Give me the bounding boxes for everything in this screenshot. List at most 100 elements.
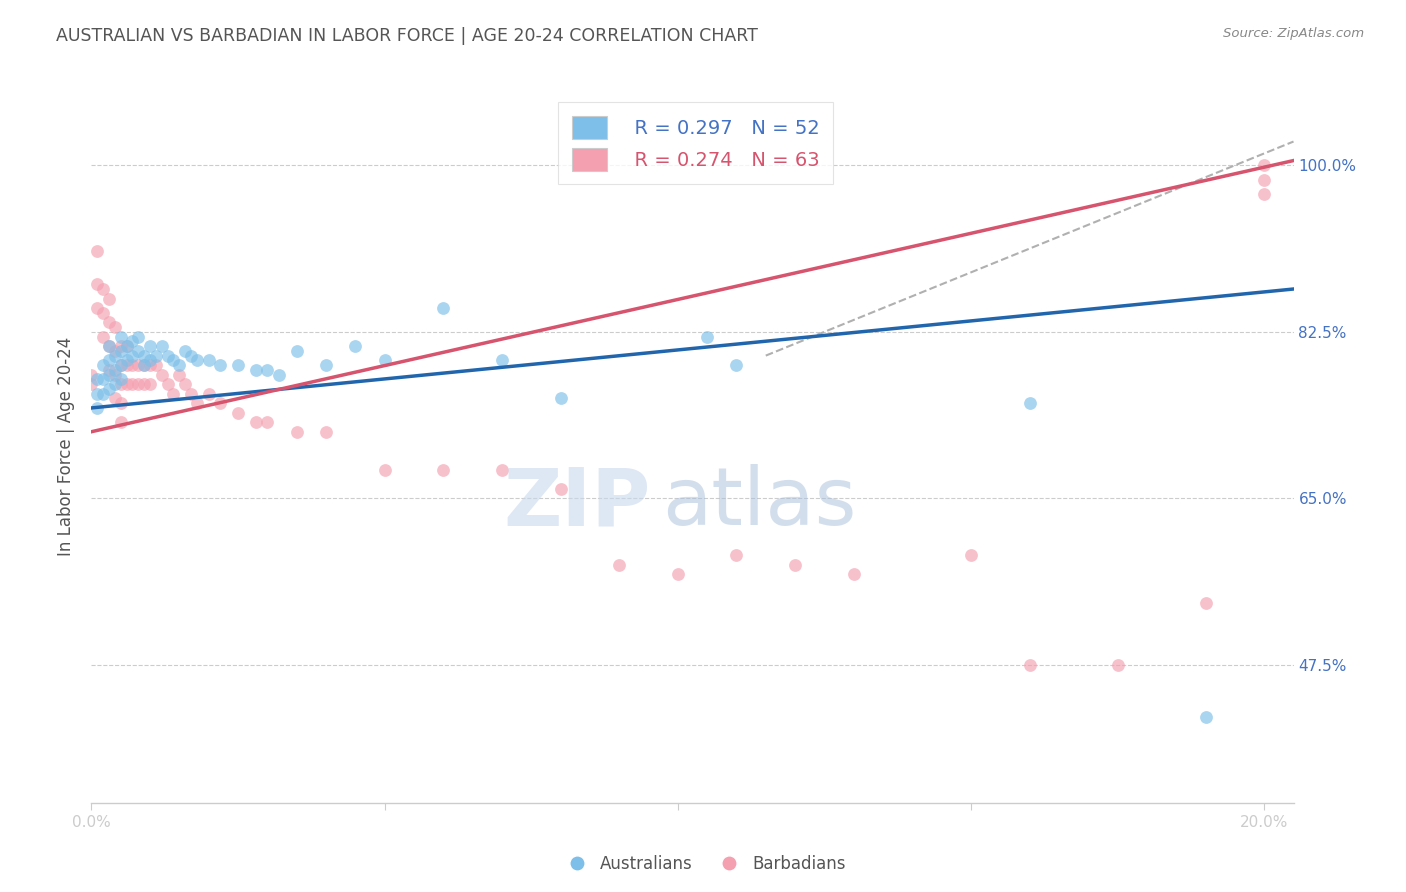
Point: [86, 386, 108, 401]
Point: [1018, 657, 1040, 672]
Point: [121, 358, 143, 372]
Point: [139, 358, 162, 372]
Point: [98, 339, 121, 353]
Point: [86, 301, 108, 315]
Legend:   R = 0.297   N = 52,   R = 0.274   N = 63: R = 0.297 N = 52, R = 0.274 N = 63: [558, 103, 834, 185]
Point: [180, 349, 202, 363]
Point: [432, 301, 454, 315]
Text: AUSTRALIAN VS BARBADIAN IN LABOR FORCE | AGE 20-24 CORRELATION CHART: AUSTRALIAN VS BARBADIAN IN LABOR FORCE |…: [56, 27, 758, 45]
Point: [98, 292, 121, 306]
Point: [150, 368, 173, 382]
Point: [315, 425, 337, 439]
Point: [169, 368, 191, 382]
Point: [139, 339, 162, 353]
Point: [134, 358, 156, 372]
Point: [110, 358, 132, 372]
Point: [104, 368, 127, 382]
Point: [491, 353, 513, 368]
Point: [110, 339, 132, 353]
Point: [725, 549, 748, 563]
Point: [725, 358, 748, 372]
Point: [285, 425, 308, 439]
Point: [104, 349, 127, 363]
Point: [91, 358, 114, 372]
Point: [267, 368, 290, 382]
Point: [245, 363, 267, 377]
Point: [245, 415, 267, 429]
Point: [374, 353, 396, 368]
Point: [110, 396, 132, 410]
Text: atlas: atlas: [662, 464, 856, 542]
Point: [86, 401, 108, 415]
Point: [1194, 710, 1216, 724]
Point: [110, 358, 132, 372]
Point: [91, 329, 114, 343]
Point: [169, 358, 191, 372]
Point: [134, 358, 156, 372]
Point: [432, 463, 454, 477]
Point: [139, 353, 162, 368]
Point: [256, 415, 278, 429]
Point: [80, 377, 103, 392]
Point: [115, 377, 138, 392]
Point: [226, 406, 249, 420]
Point: [104, 363, 127, 377]
Point: [127, 343, 149, 358]
Point: [550, 482, 572, 496]
Point: [344, 339, 367, 353]
Point: [86, 244, 108, 258]
Point: [127, 358, 149, 372]
Point: [104, 320, 127, 334]
Point: [86, 372, 108, 386]
Point: [145, 349, 167, 363]
Point: [842, 567, 865, 582]
Point: [197, 353, 219, 368]
Point: [783, 558, 806, 572]
Point: [162, 353, 184, 368]
Point: [1194, 596, 1216, 610]
Point: [98, 315, 121, 329]
Point: [186, 353, 208, 368]
Point: [104, 343, 127, 358]
Point: [98, 353, 121, 368]
Point: [209, 358, 232, 372]
Point: [145, 358, 167, 372]
Point: [1253, 186, 1275, 201]
Point: [1253, 158, 1275, 172]
Point: [110, 377, 132, 392]
Point: [186, 396, 208, 410]
Point: [315, 358, 337, 372]
Point: [98, 382, 121, 396]
Point: [127, 377, 149, 392]
Point: [91, 282, 114, 296]
Point: [134, 349, 156, 363]
Point: [256, 363, 278, 377]
Point: [121, 377, 143, 392]
Point: [1253, 172, 1275, 186]
Point: [110, 329, 132, 343]
Point: [607, 558, 630, 572]
Point: [86, 277, 108, 292]
Point: [91, 372, 114, 386]
Point: [115, 358, 138, 372]
Point: [156, 349, 179, 363]
Point: [104, 377, 127, 392]
Point: [98, 339, 121, 353]
Point: [110, 415, 132, 429]
Point: [98, 368, 121, 382]
Point: [1018, 396, 1040, 410]
Point: [121, 349, 143, 363]
Point: [110, 343, 132, 358]
Point: [1107, 657, 1129, 672]
Point: [696, 329, 718, 343]
Point: [115, 339, 138, 353]
Point: [104, 392, 127, 406]
Point: [80, 368, 103, 382]
Point: [960, 549, 983, 563]
Point: [174, 377, 197, 392]
Point: [197, 386, 219, 401]
Point: [550, 392, 572, 406]
Point: [150, 339, 173, 353]
Point: [491, 463, 513, 477]
Point: [285, 343, 308, 358]
